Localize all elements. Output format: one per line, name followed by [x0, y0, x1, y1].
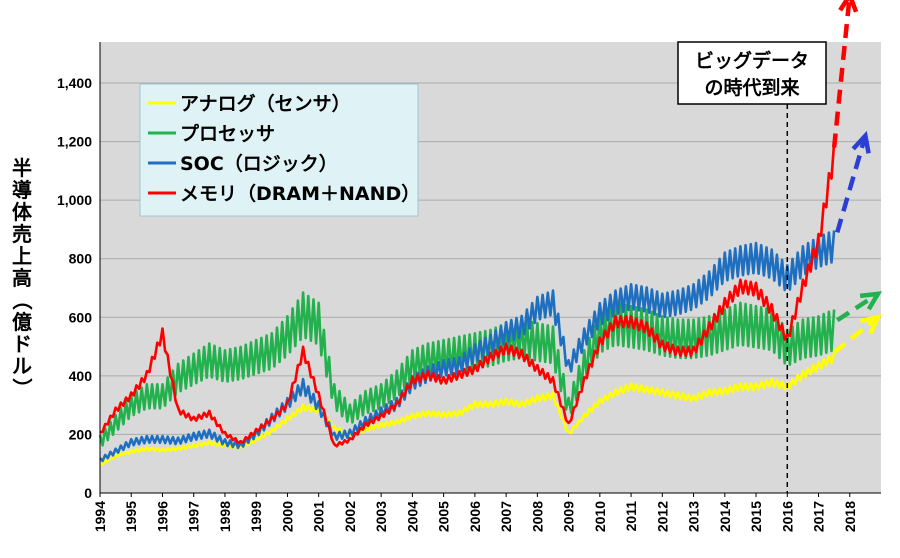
- x-tick-label: 2010: [592, 501, 608, 532]
- x-tick-label: 2003: [373, 501, 389, 532]
- series-line-0: [99, 352, 836, 466]
- y-tick-labels: 0 200 400 600 800 1,000 1,200 1,400: [57, 75, 92, 501]
- y-tick-label: 1,000: [57, 192, 92, 208]
- y-axis-label-char: 高: [12, 266, 32, 290]
- forecast-arrowhead-1: [859, 291, 883, 311]
- y-axis-label-char: 売: [12, 222, 32, 246]
- forecast-arrow-0: [832, 315, 880, 355]
- forecast-arrowhead-2: [851, 130, 871, 154]
- y-axis-label-char: 上: [12, 244, 32, 268]
- forecast-arrowhead-0: [859, 314, 882, 335]
- x-tick-label: 2013: [686, 501, 702, 532]
- y-tick-label: 600: [69, 309, 93, 325]
- x-tick-label: 1999: [248, 501, 264, 532]
- y-tick-label: 400: [69, 368, 93, 384]
- forecast-arrow-1: [836, 291, 880, 323]
- y-axis-label-char: ド: [12, 332, 32, 356]
- series-line-1: [98, 291, 836, 447]
- y-axis-label-char: ル: [12, 354, 32, 378]
- forecast-arrow-2: [835, 135, 868, 233]
- x-tick-label: 2017: [811, 501, 827, 532]
- x-tick-label: 1995: [123, 501, 139, 532]
- legend-label-3: メモリ（DRAM＋NAND）: [180, 182, 420, 205]
- x-tick-label: 2007: [498, 501, 514, 532]
- x-tick-label: 2016: [779, 501, 795, 532]
- x-tick-label: 1994: [92, 501, 108, 532]
- y-axis-label-char: 体: [12, 200, 33, 224]
- x-tick-label: 2011: [623, 501, 639, 532]
- legend: アナログ（センサ） プロセッサ SOC（ロジック） メモリ（DRAM＋NAND）: [139, 83, 420, 217]
- x-tick-label: 2012: [654, 501, 670, 532]
- x-tick-label: 2015: [748, 501, 764, 532]
- series-line-2: [99, 230, 836, 463]
- y-tick-label: 0: [84, 485, 92, 501]
- series-layer: [98, 142, 836, 466]
- y-tick-label: 200: [69, 426, 93, 442]
- x-tick-label: 2008: [529, 501, 545, 532]
- annotation-box: ビッグデータ の時代到来: [677, 41, 827, 105]
- forecast-arrow-3: [831, 0, 852, 148]
- x-tick-label: 2001: [311, 501, 327, 532]
- forecast-arrowhead-3: [838, 0, 859, 13]
- x-tick-label: 2004: [404, 501, 420, 532]
- legend-label-0: アナログ（センサ）: [180, 92, 351, 115]
- y-axis-label-char: 億: [12, 310, 32, 334]
- x-tick-label: 1996: [154, 501, 170, 532]
- x-tick-label: 1997: [186, 501, 202, 532]
- y-axis-label-char: 導: [12, 178, 32, 202]
- y-axis-label-char: （: [10, 290, 34, 310]
- series-line-3: [99, 142, 836, 448]
- x-tick-labels: 1994 1995 1996 1997 1998 1999 2000 2001 2002 2003…: [92, 493, 858, 532]
- legend-label-2: SOC（ロジック）: [180, 152, 338, 175]
- forecast-layer: [831, 0, 883, 355]
- x-tick-label: 2005: [436, 501, 452, 532]
- x-tick-label: 2006: [467, 501, 483, 532]
- y-tick-label: 1,400: [57, 75, 92, 91]
- annotation-line2: の時代到来: [704, 77, 799, 99]
- legend-label-1: プロセッサ: [180, 122, 275, 145]
- x-tick-label: 2002: [342, 501, 358, 532]
- y-tick-label: 800: [69, 251, 93, 267]
- x-tick-label: 2014: [717, 501, 733, 532]
- y-axis-label-char: 半: [12, 156, 32, 180]
- y-axis-label-char: ）: [10, 378, 34, 398]
- annotation-line1: ビッグデータ: [695, 49, 809, 72]
- x-tick-label: 1998: [217, 501, 233, 532]
- x-tick-label: 2018: [842, 501, 858, 532]
- x-tick-label: 2000: [279, 501, 295, 532]
- x-tick-label: 2009: [561, 501, 577, 532]
- y-tick-label: 1,200: [57, 134, 92, 150]
